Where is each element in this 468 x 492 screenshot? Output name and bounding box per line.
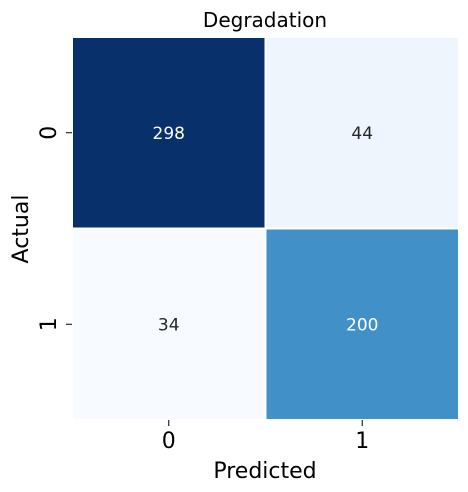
cell-value-1-0: 34 [158, 315, 180, 335]
chart-title: Degradation [203, 8, 327, 32]
heatmap-cell-labels: 298 44 34 200 [153, 124, 379, 336]
y-tick-label-1: 1 [37, 317, 62, 331]
heatmap-cell-0-0 [71, 36, 267, 230]
heatmap-cell-1-0 [71, 227, 267, 421]
heatmap-cell-0-1 [264, 36, 460, 230]
heatmap-cells [71, 36, 460, 421]
x-axis-label: Predicted [213, 459, 316, 484]
x-tick-label-1: 1 [355, 429, 369, 454]
cell-value-1-1: 200 [346, 315, 378, 335]
y-axis-label: Actual [9, 195, 34, 264]
y-tick-label-0: 0 [37, 126, 62, 140]
y-axis-ticks: 01 [37, 126, 72, 331]
cell-value-0-1: 44 [351, 124, 373, 144]
x-tick-label-0: 0 [162, 429, 176, 454]
heatmap-cell-1-1 [264, 227, 460, 421]
cell-value-0-0: 298 [153, 124, 185, 144]
